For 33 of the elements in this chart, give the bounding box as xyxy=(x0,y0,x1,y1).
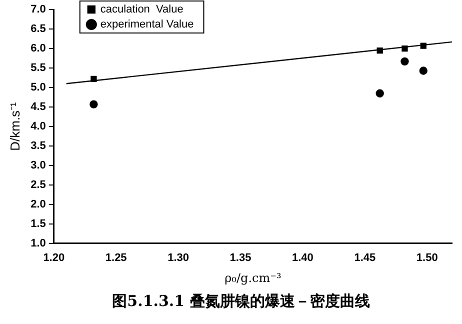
y-tick-label: 4.0 xyxy=(30,120,46,133)
point xyxy=(376,89,384,98)
y-tick-label: 2.0 xyxy=(30,198,46,210)
caption: 图5.1.3.1 叠氮肼镍的爆速－密度曲线 xyxy=(111,292,371,311)
y-tick-label: 6.5 xyxy=(30,23,46,36)
y-tick-label: 4.5 xyxy=(30,101,46,114)
x-tick-label: 1.40 xyxy=(292,252,314,264)
y-tick-label: 3.0 xyxy=(30,160,46,172)
x-tick-label: 1.30 xyxy=(168,252,190,264)
y-tick-label: 6.0 xyxy=(30,42,46,55)
y-tick-label: 3.5 xyxy=(30,140,46,152)
x-tick-label: 1.35 xyxy=(230,252,252,264)
point xyxy=(402,45,408,52)
x-tick-label: 1.50 xyxy=(416,252,438,264)
point xyxy=(90,76,97,82)
legend-label: caculation Value xyxy=(100,4,184,16)
legend-label: experimental Value xyxy=(100,18,194,31)
y-tick-label: 2.5 xyxy=(30,178,46,191)
x-tick-label: 1.25 xyxy=(105,252,127,264)
point xyxy=(419,66,428,75)
y-tick-label: 1.5 xyxy=(30,218,46,230)
y-tick-label: 1.0 xyxy=(30,237,46,250)
point xyxy=(376,47,383,54)
x-tick-label: 1.45 xyxy=(354,252,376,264)
point xyxy=(90,100,98,108)
x-axis-title: ρ₀/g.cm⁻³ xyxy=(224,270,282,285)
point xyxy=(420,42,426,49)
x-tick-label: 1.20 xyxy=(43,252,65,264)
y-tick-label: 7.0 xyxy=(30,4,46,16)
point xyxy=(400,57,409,66)
y-tick-label: 5.0 xyxy=(30,82,46,94)
y-axis-title: D/km.s⁻¹ xyxy=(7,101,22,151)
y-tick-label: 5.5 xyxy=(30,62,46,74)
